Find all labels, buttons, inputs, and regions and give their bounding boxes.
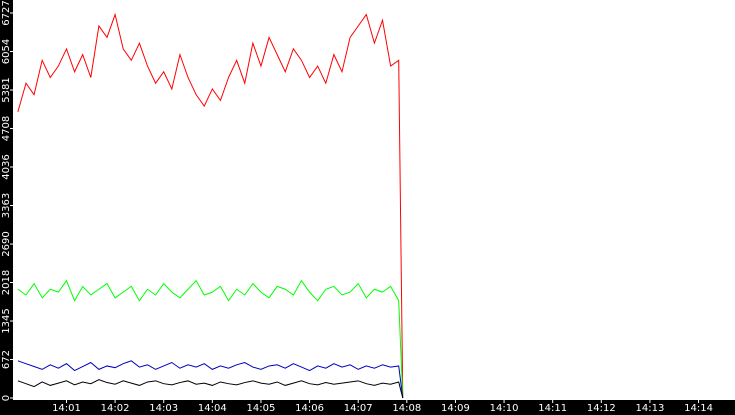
y-tick-label: 2018 <box>1 270 12 295</box>
x-tick-label: 14:13 <box>636 403 665 414</box>
x-axis-band <box>0 400 735 415</box>
x-tick-label: 14:12 <box>587 403 616 414</box>
y-tick-label: 672 <box>1 350 12 369</box>
series-line <box>17 379 404 399</box>
x-tick-label: 14:01 <box>52 403 81 414</box>
series-line <box>17 360 404 399</box>
x-tick-label: 14:09 <box>441 403 470 414</box>
y-axis-band <box>0 0 13 415</box>
x-tick-label: 14:04 <box>198 403 227 414</box>
y-tick-label: 6727 <box>1 0 12 25</box>
x-tick-label: 14:10 <box>490 403 519 414</box>
y-tick-label: 0 <box>1 395 12 401</box>
y-tick-label: 4708 <box>1 116 12 141</box>
x-tick-label: 14:11 <box>538 403 567 414</box>
y-tick-label: 4036 <box>1 154 12 179</box>
y-tick-label: 6054 <box>1 39 12 64</box>
x-tick-label: 14:02 <box>101 403 130 414</box>
x-tick-label: 14:05 <box>247 403 276 414</box>
x-tick-label: 14:03 <box>149 403 178 414</box>
y-tick-label: 1345 <box>1 308 12 333</box>
x-tick-label: 14:14 <box>684 403 713 414</box>
series-line <box>17 12 404 399</box>
x-tick-label: 14:07 <box>344 403 373 414</box>
series-line <box>17 279 404 399</box>
x-tick-label: 14:08 <box>392 403 421 414</box>
y-tick-label: 3363 <box>1 193 12 218</box>
y-tick-label: 2690 <box>1 231 12 256</box>
y-tick-label: 5381 <box>1 77 12 102</box>
x-tick-label: 14:06 <box>295 403 324 414</box>
